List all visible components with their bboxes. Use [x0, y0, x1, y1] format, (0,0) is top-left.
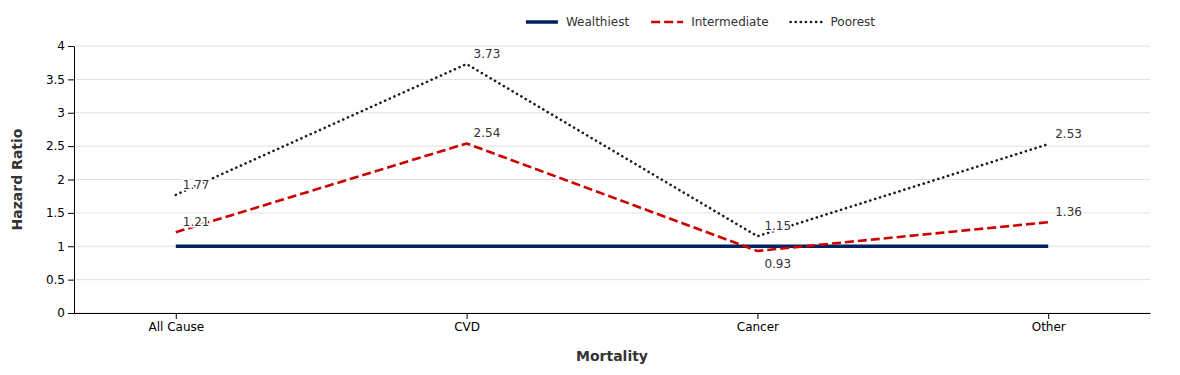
tick: 4	[57, 39, 74, 53]
x-axis: All Cause CVD Cancer Other	[75, 313, 1151, 334]
tick-mark	[68, 113, 74, 114]
grid-line	[74, 313, 1150, 314]
tick-label: All Cause	[148, 320, 204, 334]
tick: 3.5	[46, 73, 74, 87]
lines	[176, 64, 1048, 251]
tick: All Cause	[148, 313, 204, 334]
data-label: 1.15	[764, 219, 791, 233]
data-label: 1.77	[183, 178, 210, 192]
data-label: 0.93	[764, 257, 791, 271]
y-axis: 0 0.5 1 1.5 2 2.5 3 3.5 4	[46, 39, 75, 320]
grid-line	[74, 112, 1150, 113]
tick-mark	[176, 313, 177, 319]
grid-line	[74, 179, 1150, 180]
grid-line	[74, 246, 1150, 247]
grid-line	[74, 46, 1150, 47]
tick-mark	[1048, 313, 1049, 319]
tick-label: Other	[1032, 320, 1066, 334]
tick-mark	[68, 180, 74, 181]
grid-line	[74, 212, 1150, 213]
tick-mark	[757, 313, 758, 319]
grid	[74, 46, 1150, 313]
legend-label: Intermediate	[691, 15, 768, 29]
axis-line	[75, 313, 1151, 314]
axis-line	[74, 47, 75, 314]
tick: 1.5	[46, 206, 74, 220]
tick: Other	[1032, 313, 1066, 334]
grid-line	[74, 79, 1150, 80]
grid-line	[74, 146, 1150, 147]
grid-line	[74, 279, 1150, 280]
tick: 0	[57, 306, 74, 320]
legend-label: Wealthiest	[566, 15, 630, 29]
tick-label: CVD	[454, 320, 480, 334]
legend-swatch	[791, 21, 823, 24]
tick-mark	[467, 313, 468, 319]
legend-item: Wealthiest	[526, 15, 630, 29]
legend-swatch	[526, 20, 558, 24]
tick: Cancer	[737, 313, 779, 334]
legend-label: Poorest	[831, 15, 876, 29]
tick-label: 4	[57, 39, 65, 53]
chart: 00.511.522.533.54All CauseCVDCancerOther…	[0, 0, 1180, 375]
tick: 3	[57, 106, 74, 120]
data-label: 3.73	[474, 47, 501, 61]
tick-mark	[68, 280, 74, 281]
y-axis-title: Hazard Ratio	[9, 128, 25, 230]
series-line	[176, 143, 1048, 250]
tick: 2	[57, 173, 74, 187]
tick: CVD	[454, 313, 480, 334]
tick-label: Cancer	[737, 320, 779, 334]
legend: Wealthiest Intermediate Poorest	[526, 15, 875, 29]
data-label: 1.36	[1055, 205, 1082, 219]
tick-mark	[68, 79, 74, 80]
legend-item: Poorest	[791, 15, 876, 29]
tick-label: 2	[57, 173, 65, 187]
series-line	[176, 64, 1048, 236]
tick-label: 3.5	[46, 73, 65, 87]
tick: 2.5	[46, 139, 74, 153]
tick-mark	[68, 146, 74, 147]
tick-label: 3	[57, 106, 65, 120]
tick: 0.5	[46, 273, 74, 287]
data-label: 2.54	[474, 126, 501, 140]
tick-label: 1	[57, 240, 65, 254]
legend-item: Intermediate	[651, 15, 768, 29]
legend-swatch	[651, 21, 683, 24]
tick-mark	[68, 313, 74, 314]
series-line	[176, 245, 1048, 249]
data-labels: 1.21 2.54 0.93 1.36 1.77 3.73 1.15 2.53	[183, 47, 1082, 271]
tick-mark	[68, 246, 74, 247]
tick: 1	[57, 240, 74, 254]
data-label: 2.53	[1055, 127, 1082, 141]
tick-label: 2.5	[46, 139, 65, 153]
tick-label: 0.5	[46, 273, 65, 287]
tick-mark	[68, 46, 74, 47]
tick-mark	[68, 213, 74, 214]
chart-container: 00.511.522.533.54All CauseCVDCancerOther…	[0, 0, 1180, 375]
tick-label: 0	[57, 306, 65, 320]
x-axis-title: Mortality	[576, 348, 648, 364]
tick-label: 1.5	[46, 206, 65, 220]
data-label: 1.21	[183, 215, 210, 229]
plot: 00.511.522.533.54All CauseCVDCancerOther…	[9, 39, 1151, 364]
